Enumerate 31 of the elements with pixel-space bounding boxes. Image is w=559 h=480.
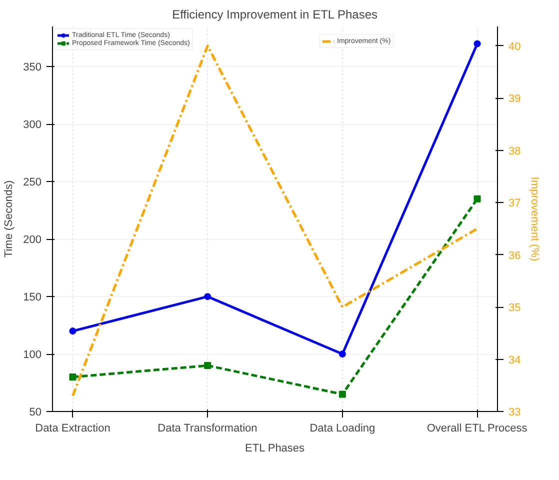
y2-tick-label: 36 (508, 250, 521, 262)
y2-tick-label: 39 (508, 93, 521, 106)
y2-tick-label: 37 (508, 198, 521, 210)
point (69, 328, 76, 335)
y2-tick-label: 40 (508, 40, 521, 53)
y-axis-title: Time (Seconds) (3, 180, 16, 258)
point (474, 40, 481, 48)
point (69, 374, 76, 381)
y2-axis-title: Improvement (%) (528, 176, 541, 262)
y-tick-label: 300 (23, 119, 42, 132)
point (204, 362, 212, 370)
y-tick-label: 150 (23, 292, 42, 304)
x-tick-label: Overall ETL Process (426, 422, 528, 434)
point (204, 293, 212, 300)
y2-tick-label: 34 (508, 354, 521, 366)
x-tick-label: Data Transformation (158, 422, 258, 434)
x-axis-title: ETL Phases (245, 442, 306, 454)
point (338, 350, 346, 358)
y2-tick-label: 35 (508, 302, 521, 314)
y-tick-label: 50 (29, 406, 42, 418)
y-tick-label: 250 (23, 176, 42, 189)
y-tick-label: 200 (23, 234, 42, 246)
y2-tick-label: 33 (508, 406, 521, 418)
x-tick-label: Data Extraction (35, 422, 110, 434)
chart-title: Efficiency Improvement in ETL Phases (172, 8, 378, 22)
point (338, 390, 346, 398)
point (474, 195, 481, 202)
y-tick-label: 100 (23, 349, 42, 362)
x-tick-label: Data Loading (310, 422, 376, 434)
y-tick-label: 350 (23, 62, 42, 74)
y2-tick-label: 38 (508, 145, 521, 158)
